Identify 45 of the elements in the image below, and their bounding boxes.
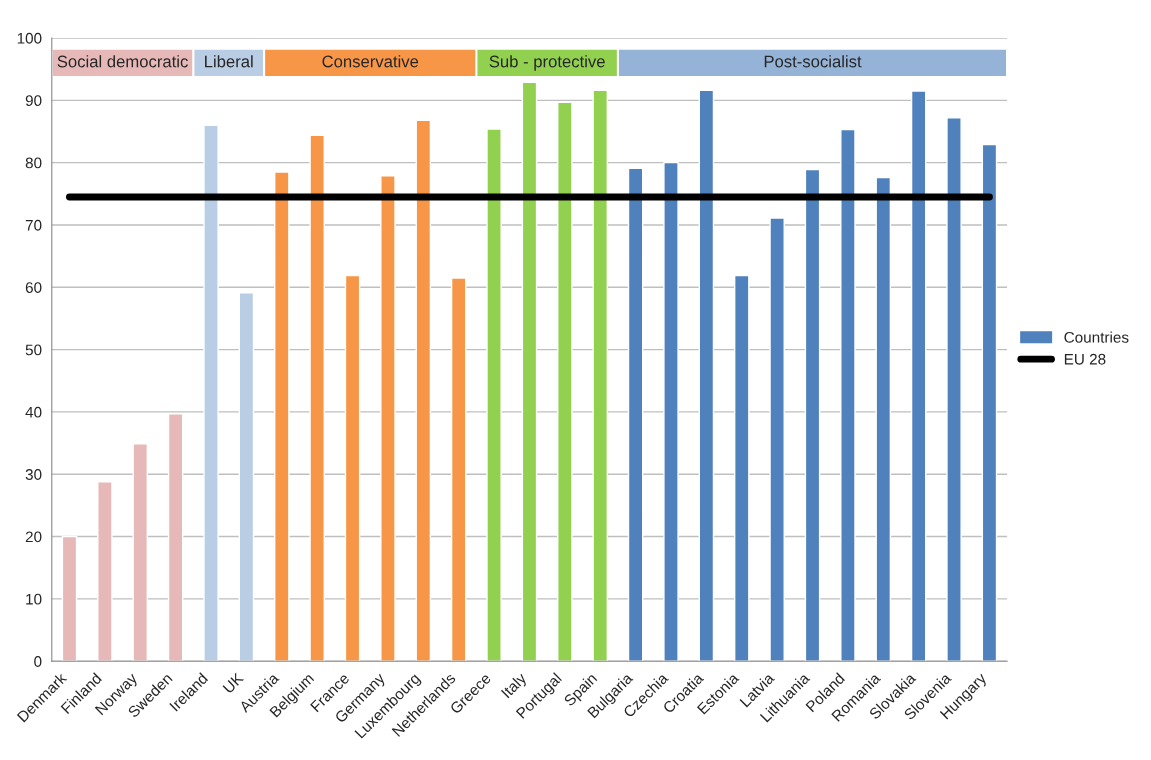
y-tick-label: 100 (17, 32, 42, 44)
y-tick-label: 20 (25, 531, 42, 543)
bar (486, 128, 502, 662)
annotation: Social democratic (57, 55, 188, 68)
y-tick-label: 50 (25, 344, 42, 356)
bar (61, 535, 78, 662)
annotation: Liberal (205, 55, 253, 68)
y-tick-label: 40 (25, 406, 42, 418)
bar (203, 124, 219, 662)
bar (875, 176, 892, 662)
bar (769, 217, 785, 662)
bar (450, 277, 467, 662)
y-tick-label: 80 (25, 157, 42, 169)
bar (981, 143, 998, 662)
y-tick-label: 30 (25, 469, 42, 480)
bar (733, 274, 750, 662)
bar (910, 90, 927, 662)
bar (238, 292, 255, 662)
bar (698, 89, 715, 662)
bar (521, 81, 538, 662)
y-tick-label: 60 (25, 282, 42, 293)
legend-label: Countries (1064, 331, 1129, 343)
bar (380, 175, 396, 662)
bar (663, 161, 679, 662)
bar (274, 171, 290, 662)
y-tick-label: 70 (25, 219, 42, 231)
bar (804, 168, 821, 662)
annotation: Sub - protective (489, 55, 605, 71)
bar (97, 481, 113, 662)
bar (344, 274, 361, 662)
bar (132, 443, 149, 662)
y-tick-label: 90 (25, 95, 42, 107)
bar (415, 119, 432, 662)
annotation: Conservative (322, 55, 419, 68)
bar (627, 167, 644, 662)
bar (946, 117, 962, 662)
legend-label: EU 28 (1064, 353, 1106, 365)
bar (309, 134, 325, 662)
bar (592, 89, 608, 662)
bar (840, 128, 856, 662)
y-tick-label: 10 (26, 593, 42, 605)
bar (167, 413, 184, 662)
bar (557, 101, 573, 662)
annotation: Post-socialist (764, 55, 862, 68)
y-tick-label: 0 (34, 656, 42, 667)
